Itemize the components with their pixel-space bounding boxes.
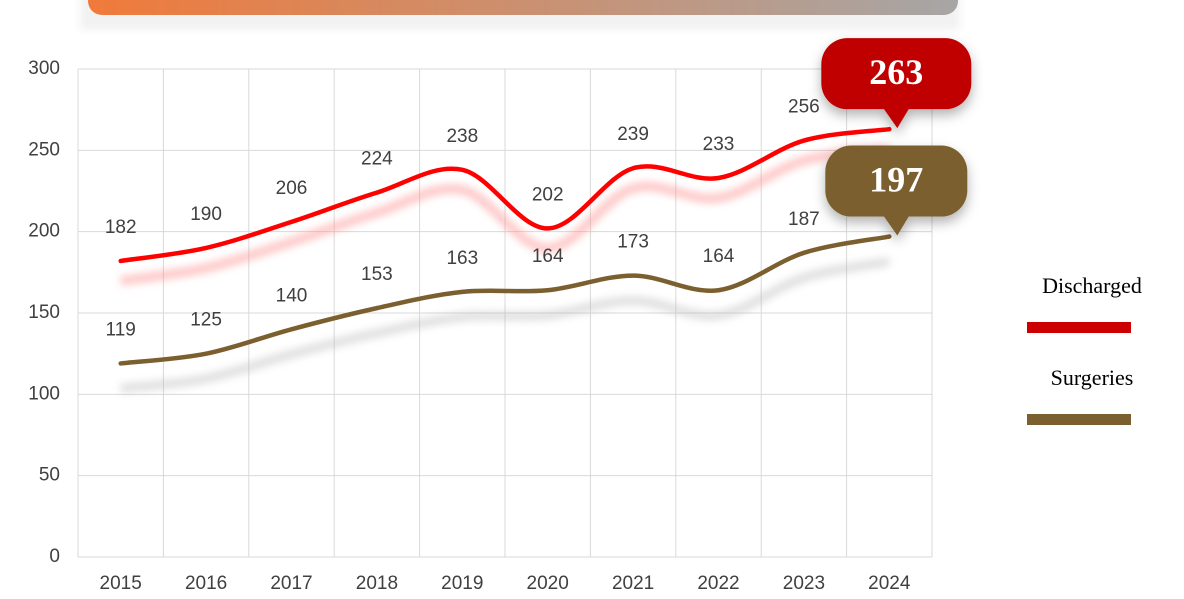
callout xyxy=(825,145,968,236)
legend-label: Discharged xyxy=(1042,273,1142,298)
x-tick-label: 2016 xyxy=(185,573,227,594)
legend-swatch xyxy=(1027,322,1131,333)
callout xyxy=(821,38,972,129)
x-tick-label: 2022 xyxy=(697,573,739,594)
y-tick-label: 0 xyxy=(49,546,60,567)
x-tick-label: 2020 xyxy=(527,573,569,594)
x-tick-label: 2021 xyxy=(612,573,654,594)
x-tick-label: 2024 xyxy=(868,573,911,594)
data-label: 187 xyxy=(788,209,820,230)
y-tick-label: 150 xyxy=(28,302,60,323)
x-tick-label: 2023 xyxy=(783,573,825,594)
line-shadow xyxy=(120,257,891,393)
callout-pointer xyxy=(883,108,910,129)
callout-pointer xyxy=(883,215,910,236)
data-label: 125 xyxy=(190,310,222,331)
data-label: 153 xyxy=(361,264,393,285)
data-label: 163 xyxy=(446,248,478,269)
callout-label: 263 xyxy=(869,52,923,92)
banner xyxy=(88,0,958,15)
y-tick-label: 100 xyxy=(28,383,60,404)
series-line xyxy=(118,126,892,264)
x-tick-label: 2015 xyxy=(100,573,142,594)
legend-swatch xyxy=(1027,414,1131,425)
data-label: 206 xyxy=(276,178,308,199)
data-label: 224 xyxy=(361,149,393,170)
x-tick-label: 2018 xyxy=(356,573,398,594)
y-tick-label: 50 xyxy=(39,465,60,486)
legend-label: Surgeries xyxy=(1051,365,1134,390)
x-tick-label: 2019 xyxy=(441,573,483,594)
marks: 263 197 xyxy=(118,38,972,393)
data-label: 202 xyxy=(532,184,564,205)
x-tick-label: 2017 xyxy=(270,573,312,594)
data-label: 233 xyxy=(703,134,735,155)
callout-box xyxy=(825,145,968,217)
data-label: 256 xyxy=(788,97,820,118)
data-label: 173 xyxy=(617,232,649,253)
series-line xyxy=(118,234,892,366)
y-tick-label: 250 xyxy=(28,139,60,160)
callout-label: 197 xyxy=(869,159,923,199)
data-label: 239 xyxy=(617,124,649,145)
data-label: 164 xyxy=(532,246,564,267)
data-label: 140 xyxy=(276,285,308,306)
y-tick-label: 200 xyxy=(28,221,60,242)
data-label: 238 xyxy=(446,126,478,147)
data-label: 164 xyxy=(703,246,735,267)
line-shadow xyxy=(120,144,890,286)
data-label: 119 xyxy=(106,319,136,340)
callout-box xyxy=(821,38,972,110)
data-label: 190 xyxy=(190,204,222,225)
data-label: 182 xyxy=(105,217,137,238)
y-tick-label: 300 xyxy=(28,58,60,79)
